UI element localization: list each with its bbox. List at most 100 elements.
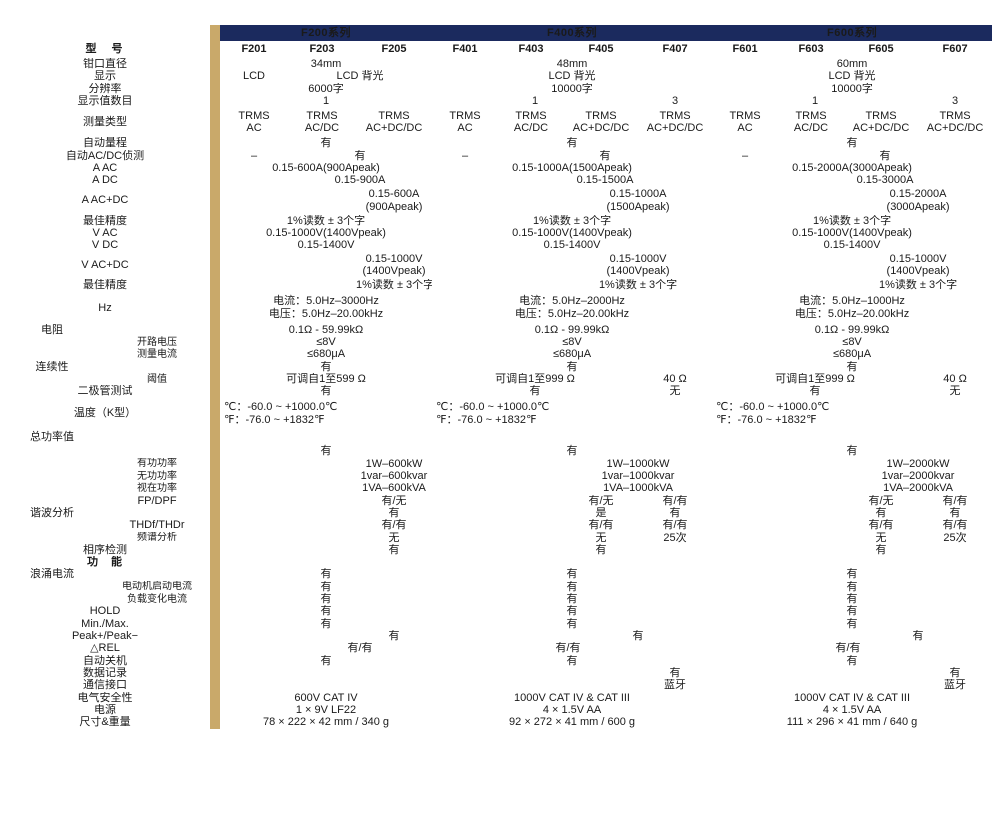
value-reap-f405-407: 1var–1000kvar bbox=[601, 469, 675, 482]
row-v-acdc: V AC+DC 0.15-1000V (1400Vpeak) 0.15-1000V… bbox=[0, 251, 992, 279]
label-load-change-empty bbox=[0, 593, 104, 605]
value-jaw-f200: 34mm bbox=[310, 58, 342, 70]
value-vac-f200: 0.15-1000V(1400Vpeak) bbox=[266, 226, 386, 239]
row-apparent-power: 视在功率 1VA–600kVA 1VA–1000kVA 1VA–2000kVA bbox=[0, 482, 992, 494]
value-resolution-f400: 10000字 bbox=[551, 82, 593, 95]
value-aacdc-blank-f400 bbox=[432, 187, 564, 215]
value-peak-f405-407: 有 bbox=[632, 630, 644, 642]
value-inrush-f600: 有 bbox=[846, 568, 858, 581]
row-reactive-power: 无功功率 1var–600kvar 1var–1000kvar 1var–200… bbox=[0, 470, 992, 482]
value-meastype-f605: TRMS AC+DC/DC bbox=[852, 109, 910, 135]
value-minmax-f400: 有 bbox=[566, 617, 578, 630]
value-thd-f605: 有/有 bbox=[868, 519, 894, 532]
value-size-f200: 78 × 222 × 42 mm / 340 g bbox=[263, 716, 389, 729]
row-load-change: 负载变化电流 有 有 有 bbox=[0, 593, 992, 605]
row-best-accuracy-current: 最佳精度 1%读数 ± 3个字 1%读数 ± 3个字 1%读数 ± 3个字 bbox=[0, 215, 992, 227]
row-hz: Hz 电流：5.0Hz–3000Hz 电压：5.0Hz–20.00kHz 电流：5… bbox=[0, 292, 992, 324]
value-bestacc1-f400: 1%读数 ± 3个字 bbox=[532, 214, 612, 227]
label-adc: A DC bbox=[92, 174, 118, 187]
value-spec-f607: 25次 bbox=[943, 531, 967, 544]
value-aacdc-f405-407: 0.15-1000A (1500Apeak) bbox=[606, 188, 670, 213]
row-resistance: 电阻 0.1Ω - 59.99kΩ 0.1Ω - 99.99kΩ 0.1Ω - … bbox=[0, 324, 992, 336]
value-load-f600: 有 bbox=[846, 593, 858, 606]
value-temp-f200: ℃：-60.0 ~ +1000.0℃ ℉：-76.0 ~ +1832℉ bbox=[224, 401, 338, 426]
label-phase-seq: 相序检测 bbox=[83, 543, 127, 556]
value-spec-f405: 无 bbox=[595, 531, 607, 544]
value-actp-blank-f600 bbox=[712, 458, 844, 470]
label-open-voltage-empty bbox=[0, 336, 104, 348]
value-spec-f605: 无 bbox=[875, 531, 887, 544]
model-row-label: 型 号 bbox=[85, 43, 125, 56]
value-harm-f605: 有 bbox=[875, 506, 887, 519]
value-bestacc2-f405-407: 1%读数 ± 3个字 bbox=[598, 279, 678, 292]
value-display-f600: LCD 背光 bbox=[828, 70, 876, 83]
value-thr-f607: 40 Ω bbox=[943, 373, 967, 385]
value-fpdpf-f605: 有/无 bbox=[868, 494, 894, 507]
value-thd-f407: 有/有 bbox=[662, 519, 688, 532]
value-phase-blank-f607 bbox=[918, 544, 992, 556]
value-autoacdc-f603-607: 有 bbox=[879, 149, 891, 162]
value-bestacc2-f205: 1%读数 ± 3个字 bbox=[356, 279, 433, 292]
value-adc-blank-f201 bbox=[220, 174, 288, 186]
value-temp-f400: ℃：-60.0 ~ +1000.0℃ ℉：-76.0 ~ +1832℉ bbox=[436, 401, 550, 426]
value-power-f200: 1 × 9V LF22 bbox=[295, 703, 357, 716]
value-aac-f200: 0.15-600A(900Apeak) bbox=[272, 161, 380, 174]
value-bestacc1-f200: 1%读数 ± 3个字 bbox=[286, 214, 366, 227]
label-threshold: 阈值 bbox=[147, 373, 167, 385]
value-phase-f605: 有 bbox=[875, 543, 887, 556]
value-peak-blank-f200 bbox=[220, 630, 356, 642]
label-display: 显示 bbox=[94, 70, 116, 83]
label-inrush: 浪涌电流 bbox=[30, 568, 74, 581]
row-measure-type: 测量类型 TRMS AC TRMS AC/DC TRMS AC+DC/DC TRMS A… bbox=[0, 107, 992, 137]
row-inrush: 浪涌电流 有 有 有 bbox=[0, 568, 992, 580]
value-meastype-f405: TRMS AC+DC/DC bbox=[572, 109, 630, 135]
label-total-power: 总功率值 bbox=[30, 430, 74, 443]
value-resistance-f400: 0.1Ω - 99.99kΩ bbox=[534, 323, 610, 336]
value-spec-blank-f200 bbox=[220, 532, 356, 544]
value-mcur-f400: ≤680μA bbox=[552, 348, 592, 361]
label-size-weight: 尺寸&重量 bbox=[79, 716, 131, 729]
row-peak: Peak+/Peak− 有 有 有 bbox=[0, 630, 992, 642]
value-rel-blank-f601 bbox=[712, 642, 778, 654]
row-spectrum: 频谱分析 无 无 25次 无 25次 bbox=[0, 532, 992, 544]
value-count-f400a: 1 bbox=[531, 94, 539, 107]
value-resistance-f600: 0.1Ω - 99.99kΩ bbox=[814, 323, 890, 336]
value-diode-f600: 有 bbox=[809, 385, 821, 398]
model-f407: F407 bbox=[662, 43, 688, 56]
value-fpdpf-blank-f400 bbox=[432, 495, 564, 507]
row-active-power: 有功功率 1W–600kW 1W–1000kW 1W–2000kW bbox=[0, 458, 992, 470]
value-comm-blank-f600 bbox=[712, 679, 918, 691]
series-band-f600: F600系列 bbox=[712, 25, 992, 41]
value-adc-f600: 0.15-3000A bbox=[856, 174, 914, 187]
row-thd: THDf/THDr 有/有 有/有 有/有 有/有 有/有 bbox=[0, 519, 992, 531]
row-jaw-diameter: 钳口直径 34mm 48mm 60mm bbox=[0, 58, 992, 70]
value-cont-f200: 有 bbox=[320, 360, 332, 373]
value-fpdpf-blank-f600 bbox=[712, 495, 844, 507]
series-band-f200: F200系列 bbox=[220, 25, 433, 41]
value-reap-f205: 1var–600kvar bbox=[360, 469, 428, 482]
value-aacdc-f605-607: 0.15-2000A (3000Apeak) bbox=[886, 188, 950, 213]
model-f603: F603 bbox=[798, 43, 824, 56]
value-adc-blank-f601 bbox=[712, 174, 778, 186]
value-phase-blank-f600 bbox=[712, 544, 844, 556]
value-apo-f200: 有 bbox=[320, 654, 332, 667]
label-auto-acdc: 自动AC/DC侦测 bbox=[65, 149, 145, 162]
value-thd-f607: 有/有 bbox=[942, 519, 968, 532]
label-aac: A AC bbox=[92, 161, 118, 174]
model-f203: F203 bbox=[309, 43, 335, 56]
value-meastype-f205: TRMS AC+DC/DC bbox=[365, 109, 423, 135]
value-actp-f205: 1W–600kW bbox=[365, 457, 423, 470]
value-cont-f400: 有 bbox=[566, 360, 578, 373]
value-resistance-f200: 0.1Ω - 59.99kΩ bbox=[288, 323, 364, 336]
value-appp-blank-f200 bbox=[220, 482, 356, 494]
value-inrush-f400: 有 bbox=[566, 568, 578, 581]
value-thd-blank-f400 bbox=[432, 519, 564, 531]
value-fpdpf-blank-f200 bbox=[220, 495, 356, 507]
value-diode-f400: 有 bbox=[529, 385, 541, 398]
value-inrush-f200: 有 bbox=[320, 568, 332, 581]
value-temp-blank-f405-407 bbox=[564, 398, 712, 430]
row-safety: 电气安全性 600V CAT IV 1000V CAT IV & CAT III… bbox=[0, 692, 992, 704]
value-actp-f405-407: 1W–1000kW bbox=[606, 457, 670, 470]
label-vdc: V DC bbox=[91, 239, 119, 252]
